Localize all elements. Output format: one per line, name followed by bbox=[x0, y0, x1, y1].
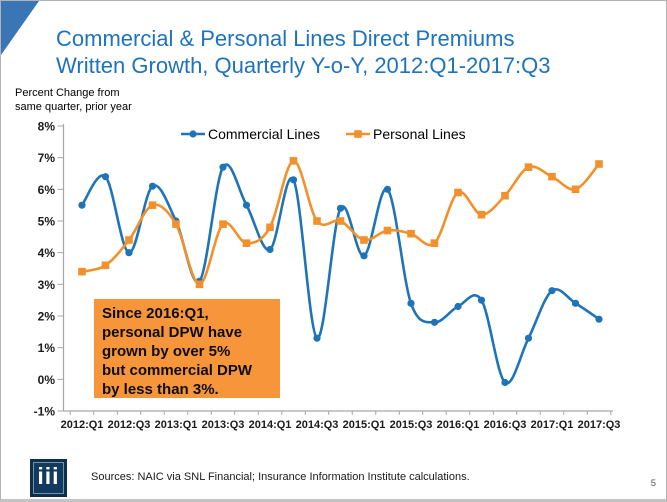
data-point-personal-lines bbox=[571, 185, 580, 194]
legend-label: Personal Lines bbox=[373, 126, 466, 142]
data-point-commercial-lines bbox=[477, 296, 486, 304]
insurance-information-institute-logo: iii bbox=[30, 459, 67, 497]
data-point-commercial-lines bbox=[148, 182, 157, 190]
data-point-commercial-lines bbox=[454, 302, 462, 311]
data-point-personal-lines bbox=[501, 191, 509, 200]
data-point-personal-lines bbox=[219, 220, 227, 228]
data-point-commercial-lines bbox=[125, 249, 133, 257]
data-point-commercial-lines bbox=[101, 173, 110, 181]
y-axis-label: 3% bbox=[38, 278, 56, 292]
y-axis-label: 8% bbox=[38, 120, 56, 134]
data-point-personal-lines bbox=[78, 267, 86, 276]
logo-text: iii bbox=[37, 462, 60, 489]
x-axis-label: 2015:Q3 bbox=[390, 419, 433, 431]
y-axis-label: 7% bbox=[38, 151, 56, 165]
y-axis-label: 6% bbox=[38, 183, 56, 197]
data-point-commercial-lines bbox=[430, 318, 439, 326]
x-axis-label: 2017:Q1 bbox=[531, 419, 574, 431]
data-point-personal-lines bbox=[407, 229, 415, 238]
legend-marker-circle bbox=[189, 130, 197, 138]
data-point-personal-lines bbox=[430, 239, 439, 247]
data-point-personal-lines bbox=[101, 261, 110, 270]
data-point-personal-lines bbox=[548, 172, 556, 181]
y-axis-label: 5% bbox=[38, 215, 56, 229]
data-point-personal-lines bbox=[289, 157, 298, 165]
y-axis-label: 2% bbox=[38, 310, 56, 324]
y-axis-label: 1% bbox=[38, 341, 56, 355]
x-axis-label: 2013:Q1 bbox=[155, 419, 198, 431]
annotation-text: Since 2016:Q1, personal DPW have grown b… bbox=[102, 305, 253, 398]
x-axis-label: 2012:Q1 bbox=[61, 419, 104, 431]
data-point-personal-lines bbox=[454, 188, 462, 197]
data-point-commercial-lines bbox=[407, 299, 415, 307]
y-axis-label: -1% bbox=[34, 405, 56, 419]
x-axis-label: 2014:Q1 bbox=[249, 419, 292, 431]
data-point-personal-lines bbox=[313, 217, 321, 225]
data-point-commercial-lines bbox=[78, 201, 86, 209]
page-number: 5 bbox=[650, 478, 656, 489]
data-point-personal-lines bbox=[266, 223, 274, 232]
data-point-commercial-lines bbox=[313, 334, 321, 342]
data-point-personal-lines bbox=[172, 220, 180, 228]
x-axis-label: 2014:Q3 bbox=[296, 419, 339, 431]
data-point-commercial-lines bbox=[524, 334, 533, 342]
x-axis-label: 2015:Q1 bbox=[343, 419, 386, 431]
x-axis-label: 2013:Q3 bbox=[202, 419, 245, 431]
data-point-personal-lines bbox=[336, 217, 345, 225]
data-point-personal-lines bbox=[242, 239, 251, 247]
x-axis-label: 2016:Q3 bbox=[484, 419, 527, 431]
data-point-personal-lines bbox=[595, 160, 603, 168]
axis-unit-caption: Percent Change from same quarter, prior … bbox=[15, 87, 132, 113]
data-point-personal-lines bbox=[383, 226, 392, 235]
data-point-personal-lines bbox=[148, 201, 157, 209]
annotation-box: Since 2016:Q1, personal DPW have grown b… bbox=[94, 299, 280, 398]
data-point-commercial-lines bbox=[571, 299, 580, 307]
data-point-commercial-lines bbox=[383, 185, 392, 193]
legend-marker-square bbox=[354, 130, 362, 138]
data-point-personal-lines bbox=[125, 236, 133, 244]
legend-label: Commercial Lines bbox=[208, 126, 320, 142]
data-point-commercial-lines bbox=[595, 315, 603, 323]
data-point-commercial-lines bbox=[266, 245, 274, 254]
data-point-commercial-lines bbox=[289, 176, 298, 184]
x-axis-label: 2016:Q1 bbox=[437, 419, 480, 431]
data-point-commercial-lines bbox=[242, 201, 251, 209]
x-axis-label: 2017:Q3 bbox=[578, 419, 621, 431]
y-axis-label: 4% bbox=[38, 246, 56, 260]
data-point-commercial-lines bbox=[360, 252, 368, 260]
data-point-commercial-lines bbox=[336, 204, 345, 212]
page-title: Commercial & Personal Lines Direct Premi… bbox=[56, 26, 551, 78]
data-point-personal-lines bbox=[195, 280, 204, 289]
data-point-personal-lines bbox=[524, 163, 533, 171]
data-point-commercial-lines bbox=[548, 287, 556, 295]
data-point-commercial-lines bbox=[219, 163, 227, 171]
source-note: Sources: NAIC via SNL Financial; Insuran… bbox=[91, 471, 470, 483]
data-point-personal-lines bbox=[477, 210, 486, 219]
data-point-commercial-lines bbox=[501, 378, 509, 387]
x-axis-label: 2012:Q3 bbox=[108, 419, 151, 431]
data-point-personal-lines bbox=[360, 236, 368, 244]
y-axis-label: 0% bbox=[38, 373, 56, 387]
